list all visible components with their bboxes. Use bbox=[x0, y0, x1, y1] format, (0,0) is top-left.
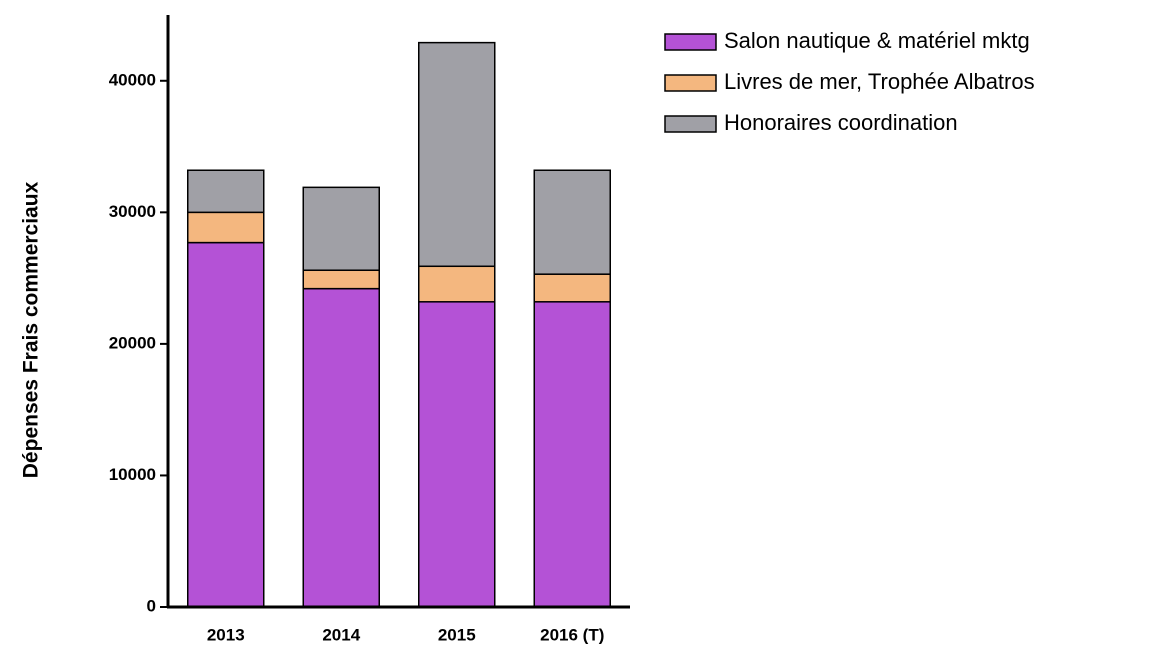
bar-segment bbox=[418, 41, 496, 268]
bar-segment bbox=[302, 287, 380, 608]
legend-swatch bbox=[664, 74, 717, 92]
legend-label: Honoraires coordination bbox=[724, 110, 958, 135]
legend-swatch bbox=[664, 115, 717, 133]
bar-segment bbox=[187, 169, 265, 214]
y-tick-label: 40000 bbox=[109, 70, 156, 89]
bar-segment bbox=[418, 265, 496, 303]
legend-label: Salon nautique & matériel mktg bbox=[724, 28, 1030, 53]
x-tick-label: 2013 bbox=[207, 625, 245, 644]
y-axis-label: Dépenses Frais commerciaux bbox=[20, 181, 43, 478]
legend-swatch bbox=[664, 33, 717, 51]
bar-segment bbox=[302, 186, 380, 271]
y-tick-label: 20000 bbox=[109, 333, 156, 352]
bar-segment bbox=[418, 301, 496, 608]
legend-label: Livres de mer, Trophée Albatros bbox=[724, 69, 1035, 94]
bar-segment bbox=[533, 301, 611, 608]
y-tick-label: 30000 bbox=[109, 202, 156, 221]
x-tick-label: 2016 (T) bbox=[540, 625, 604, 644]
bar-segment bbox=[533, 273, 611, 303]
y-tick-label: 10000 bbox=[109, 465, 156, 484]
y-tick-label: 0 bbox=[147, 596, 156, 615]
x-tick-label: 2015 bbox=[438, 625, 476, 644]
x-tick-label: 2014 bbox=[322, 625, 360, 644]
bar-segment bbox=[533, 169, 611, 275]
bar-segment bbox=[187, 241, 265, 608]
bar-segment bbox=[302, 269, 380, 290]
bar-segment bbox=[187, 211, 265, 244]
